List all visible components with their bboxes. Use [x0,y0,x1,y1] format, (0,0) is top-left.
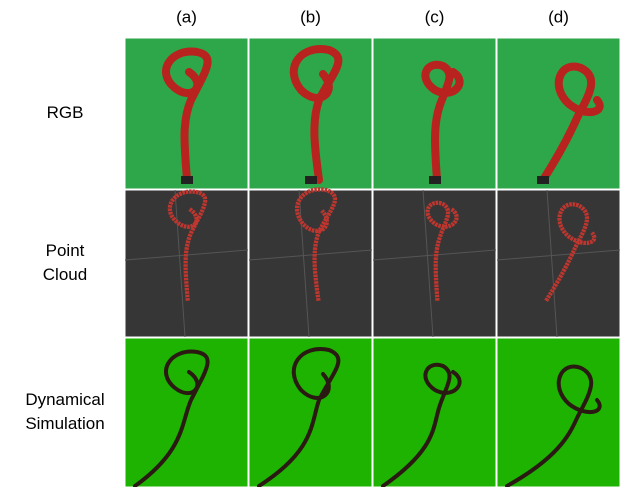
row-label: RGB [47,103,84,122]
panel-background [249,190,372,337]
column-label: (c) [425,7,445,26]
panel-image [373,38,496,189]
figure: (a) (b) (c) (d) RGB Point Cloud Dynamical Simula… [0,0,621,487]
panel-image [373,338,496,487]
panel-background [497,38,620,189]
row-label: Point [46,241,85,260]
panel-image [125,338,248,487]
column-label: (b) [300,7,321,26]
panel-image [249,338,372,487]
column-label: (d) [548,7,569,26]
panel-image [373,190,496,337]
rope-end [181,176,193,184]
panel-image [497,190,620,337]
panel-image [125,190,248,337]
panel-background [249,38,372,189]
panel-background [125,190,248,337]
rope-end [305,176,317,184]
panel-image [249,189,372,337]
rope-end [429,176,441,184]
panel-background [373,190,496,337]
row-label: Simulation [25,414,104,433]
row-label: Dynamical [25,390,104,409]
row-label: Cloud [43,265,87,284]
rope-end [537,176,549,184]
panel-image [497,38,620,189]
panel-image [249,38,372,189]
panel-image [497,338,620,487]
panel-background [497,338,620,487]
panel-image [125,38,248,189]
panel-background [373,338,496,487]
column-label: (a) [176,7,197,26]
panel-background [249,338,372,487]
